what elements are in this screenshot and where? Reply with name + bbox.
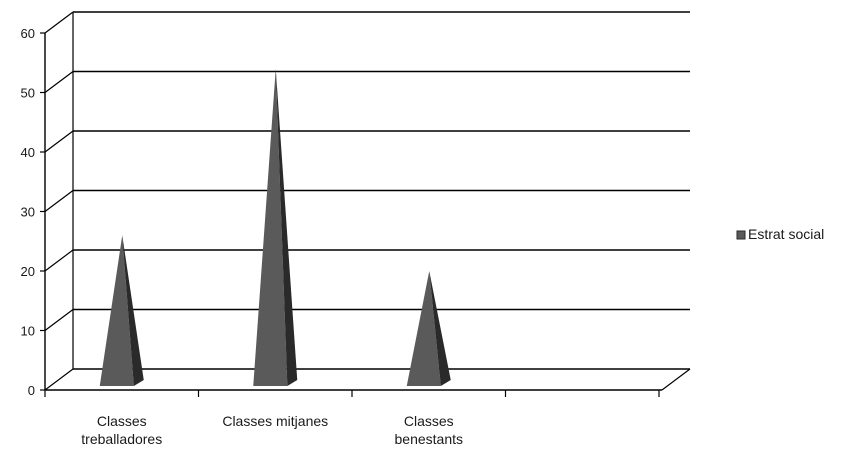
- gridline-side-0: [44, 368, 74, 391]
- grid-layer: [44, 11, 690, 391]
- axis-layer: [40, 12, 691, 397]
- gridline-side-10: [44, 309, 74, 331]
- x-category-label-0-line-1: treballadores: [81, 431, 162, 447]
- x-category-label-2-line-0: Classes: [404, 413, 454, 429]
- x-category-label-1-line-0: Classes mitjanes: [222, 413, 328, 429]
- y-tick-label-30: 30: [21, 205, 35, 220]
- pyramid-mark-0: [99, 235, 144, 386]
- y-tick-label-60: 60: [21, 26, 35, 41]
- x-category-label-0-line-0: Classes: [97, 413, 147, 429]
- pyramid-marks: [99, 68, 451, 386]
- x-category-label-0: Classes treballadores: [81, 413, 162, 447]
- gridline-side-50: [44, 71, 74, 93]
- gridline-side-30: [44, 190, 74, 212]
- legend-label-estrat-social: Estrat social: [748, 226, 824, 242]
- floor-right-edge: [661, 368, 691, 391]
- legend: Estrat social: [736, 226, 824, 242]
- pyramid-face-0: [99, 235, 134, 386]
- x-category-label-1: Classes mitjanes: [222, 413, 328, 429]
- gridline-side-60: [44, 11, 74, 34]
- gridline-side-20: [44, 249, 74, 272]
- gridline-side-40: [44, 130, 74, 153]
- pyramid-side-0: [122, 235, 144, 386]
- pyramid-mark-2: [406, 271, 451, 386]
- y-tick-label-40: 40: [21, 145, 35, 160]
- pyramid-face-2: [406, 271, 441, 386]
- pyramid-side-1: [275, 68, 298, 386]
- y-tick-label-10: 10: [21, 324, 35, 339]
- legend-swatch: [736, 230, 746, 240]
- y-tick-label-20: 20: [21, 264, 35, 279]
- pyramid-mark-1: [253, 68, 298, 386]
- x-category-label-2-line-1: benestants: [395, 431, 464, 447]
- pyramid-face-1: [253, 68, 288, 386]
- pyramid-side-2: [429, 271, 451, 386]
- x-category-label-2: Classes benestants: [395, 413, 464, 447]
- y-tick-label-0: 0: [28, 383, 35, 398]
- y-tick-label-50: 50: [21, 86, 35, 101]
